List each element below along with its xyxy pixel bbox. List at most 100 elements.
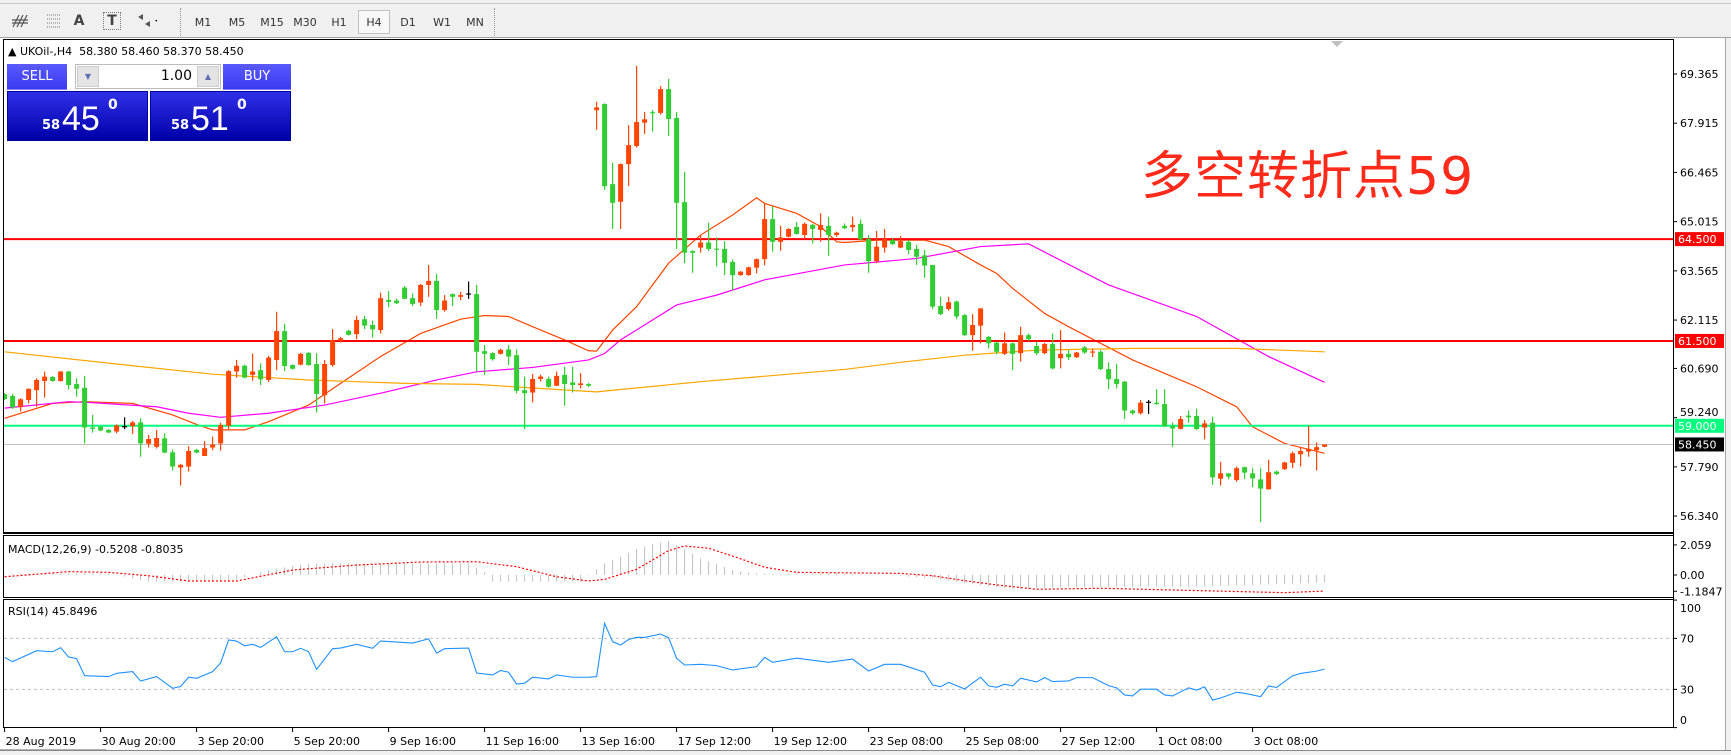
timeframe-m30[interactable]: M30 [293, 15, 317, 29]
candle [546, 376, 552, 388]
candle [1058, 330, 1064, 369]
candle-body [538, 376, 544, 379]
candle [1082, 346, 1088, 354]
buy-price-box[interactable]: 58 51 0 [150, 91, 291, 141]
candle [762, 203, 768, 266]
candle-body [1130, 410, 1136, 414]
fibonacci-icon[interactable] [44, 10, 66, 32]
candle [42, 371, 48, 398]
candle-body [466, 293, 472, 295]
candle-body [322, 364, 328, 396]
candle [994, 341, 1000, 355]
arrows-icon[interactable] [135, 10, 157, 32]
candle-body [1042, 343, 1048, 354]
timeframe-d1[interactable]: D1 [400, 15, 416, 29]
sell-price-box[interactable]: 58 45 0 [7, 91, 148, 141]
candle [458, 291, 464, 301]
candle-body [234, 365, 240, 372]
rsi-tick-label: 30 [1680, 683, 1694, 696]
candle [330, 329, 336, 367]
candle [794, 222, 800, 235]
candle-body [986, 336, 992, 344]
timeframe-mn[interactable]: MN [466, 15, 484, 29]
rsi-pane-frame [3, 599, 1674, 728]
window-edge-scrollbar[interactable] [1725, 38, 1731, 750]
candle [802, 222, 808, 240]
candle-body [82, 387, 88, 428]
candle-body [842, 225, 848, 229]
elliott-wave-icon[interactable] [10, 10, 32, 32]
candle [386, 291, 392, 308]
candle [1034, 341, 1040, 356]
candle-body [146, 439, 152, 444]
candle-body [1170, 426, 1176, 429]
candle-body [98, 426, 104, 431]
candle [642, 111, 648, 134]
candle-body [1018, 335, 1024, 354]
candle [618, 163, 624, 229]
candle-body [434, 280, 440, 311]
time-tick-label: 30 Aug 20:00 [102, 735, 176, 748]
lot-increase-icon[interactable]: ▲ [197, 66, 219, 87]
candle-body [474, 294, 480, 352]
candle-body [1090, 351, 1096, 353]
candle [962, 314, 968, 337]
candle [186, 446, 192, 472]
text-label-icon[interactable]: T [103, 12, 121, 30]
rsi-tick-label: 100 [1680, 602, 1701, 615]
candle [18, 398, 24, 412]
candle [882, 228, 888, 253]
candle-body [386, 299, 392, 302]
candle [218, 422, 224, 451]
timeframe-w1[interactable]: W1 [433, 15, 451, 29]
candle [890, 238, 896, 245]
timeframe-m1[interactable]: M1 [194, 15, 212, 29]
candle [1146, 399, 1152, 414]
candle-body [746, 267, 752, 276]
time-tick-label: 1 Oct 08:00 [1158, 735, 1223, 748]
candle-body [10, 395, 16, 408]
timeframe-h1[interactable]: H1 [331, 15, 347, 29]
candle-body [202, 448, 208, 456]
time-tick-label: 28 Aug 2019 [6, 735, 76, 748]
candle-body [410, 298, 416, 304]
candle-body [578, 383, 584, 386]
candle [1002, 332, 1008, 355]
candle-body [1162, 404, 1168, 427]
chart-shift-marker-icon[interactable] [1331, 41, 1343, 47]
timeframe-h4[interactable]: H4 [358, 10, 390, 34]
candle-body [18, 399, 24, 408]
candle-body [778, 237, 784, 242]
timeframe-m5[interactable]: M5 [228, 15, 246, 29]
annotation-text[interactable]: 多空转折点59 [1141, 147, 1475, 207]
buy-button[interactable]: BUY [223, 64, 291, 90]
lot-size-field[interactable]: ▼ 1.00 ▲ [75, 64, 221, 89]
candle-body [626, 145, 632, 165]
candle-body [122, 426, 128, 428]
price-tag-label: 59.000 [1678, 420, 1717, 433]
candle [754, 258, 760, 274]
candle-body [546, 378, 552, 387]
candle [634, 66, 640, 148]
candle [1250, 468, 1256, 488]
rsi-tick-label: 70 [1680, 632, 1694, 645]
lot-decrease-icon[interactable]: ▼ [77, 66, 99, 87]
candle-body [1098, 351, 1104, 370]
timeframe-m15[interactable]: M15 [260, 15, 284, 29]
candle [434, 274, 440, 319]
candle [210, 436, 216, 451]
text-icon[interactable]: A [73, 13, 85, 29]
chart-window[interactable] [0, 38, 1731, 750]
chart-tabs-bar[interactable] [0, 750, 1731, 755]
collapse-triangle-icon[interactable]: ▲ [8, 45, 20, 58]
candle [698, 235, 704, 253]
sell-button[interactable]: SELL [7, 64, 67, 90]
candle [914, 244, 920, 265]
candle-body [250, 371, 256, 375]
candle-body [266, 357, 272, 380]
candle [274, 311, 280, 371]
candle-body [1186, 415, 1192, 418]
lot-size-value[interactable]: 1.00 [160, 68, 192, 84]
candle [266, 355, 272, 383]
